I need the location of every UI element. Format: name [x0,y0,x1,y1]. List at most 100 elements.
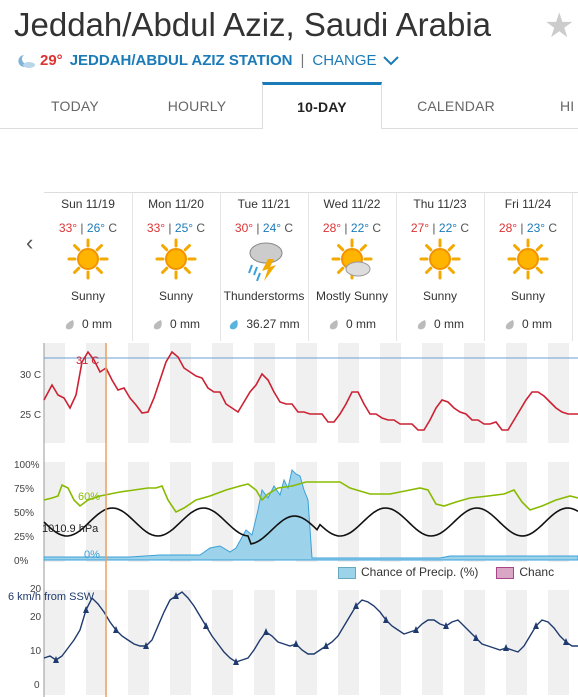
chart-legend: Chance of Precip. (%) Chanc [338,565,554,579]
sunny-icon [507,238,549,280]
previous-days-arrow-icon[interactable]: ‹ [26,230,34,255]
day-column[interactable]: Fri 11/24 28° | 23° C Sunny 0 mm [484,193,573,341]
tab-history[interactable]: HI [560,98,575,114]
chart-band [128,343,149,443]
day-temps: 33° | 26° C [44,221,132,235]
wind-direction-arrow-icon [53,656,59,663]
precip-value: 0 mm [170,317,200,331]
wind-direction-arrow-icon [233,658,239,665]
raindrop-icon [505,319,514,330]
day-label: Fri 11/24 [504,197,552,211]
precip-value: 0 mm [434,317,464,331]
separator: | [300,52,305,69]
low-temp: 22° [350,221,370,235]
temp-separator: | [344,221,348,235]
low-temp: 24° [262,221,282,235]
station-name[interactable]: JEDDAH/ABDUL AZIZ STATION [69,52,293,69]
mostly-sunny-icon [331,238,373,280]
change-location-link[interactable]: CHANGE [312,52,377,69]
chart-band [506,343,527,443]
tab-today[interactable]: TODAY [51,98,99,114]
day-column[interactable]: Thu 11/23 27° | 22° C Sunny 0 mm [396,193,485,341]
day-temps: 33° | 25° C [132,221,220,235]
favorite-star-icon[interactable]: ★ [544,7,575,45]
precip-amount: 0 mm [44,317,132,331]
high-temp: 33° [58,221,78,235]
pressure-marker-label: 1010.9 hPa [42,523,99,535]
sunny-icon [155,238,197,280]
chart-band [548,462,569,562]
chevron-down-icon[interactable] [382,55,399,66]
chart-band [464,462,485,562]
raindrop-icon [329,319,338,330]
other-legend-swatch [496,566,515,579]
chart-band [212,343,233,443]
wind-direction-arrow-icon [293,640,299,647]
wind-direction-arrow-icon [143,642,149,649]
precip-amount: 0 mm [484,317,572,331]
wind-direction-arrow-icon [473,634,479,641]
chart-band [128,590,149,695]
tab-hourly[interactable]: HOURLY [167,98,227,114]
chart-band [44,590,65,695]
tab-10-day[interactable]: 10-DAY [262,82,382,129]
precip-value: 0 mm [522,317,552,331]
chart-band [338,462,359,562]
day-column[interactable]: Mon 11/20 33° | 25° C Sunny 0 mm [132,193,221,341]
high-temp: 30° [234,221,254,235]
precip-legend-swatch [338,566,356,579]
wind-direction-arrow-icon [443,622,449,629]
chart-band [506,590,527,695]
wind-direction-arrow-icon [203,622,209,629]
chart-band [86,590,107,695]
temp-unit: C [196,221,206,235]
temp-tick: 25 C [20,410,41,421]
precip-value: 0 mm [346,317,376,331]
chart-band [548,590,569,695]
temp-unit: C [108,221,118,235]
wind-direction-arrow-icon [323,642,329,649]
low-temp: 25° [174,221,194,235]
humidity-line [43,481,578,514]
chart-band [212,462,233,562]
temp-unit: C [284,221,294,235]
chart-band [422,462,443,562]
tab-calendar[interactable]: CALENDAR [417,98,495,114]
wind-marker-label: 6 km/h from SSW [8,591,95,603]
chart-band [170,343,191,443]
day-column[interactable]: Wed 11/22 28° | 22° C Mostly Sunny 0 mm [308,193,397,341]
wind-direction-arrow-icon [263,628,269,635]
location-header: Jeddah/Abdul Aziz, Saudi Arabia ★ 29° JE… [0,0,578,129]
chart-band [506,462,527,562]
temp-tick: 30 C [20,370,41,381]
thunderstorm-icon [248,242,283,281]
percent-tick: 100% [14,460,40,471]
temp-unit: C [372,221,382,235]
chart-band [422,590,443,695]
raindrop-icon [153,319,162,330]
temp-separator: | [80,221,84,235]
day-column[interactable]: Tue 11/21 30° | 24° C Thunderstorms 36.27 m… [220,193,309,341]
condition-label: Sunny [510,289,546,303]
percent-tick: 25% [14,532,34,543]
day-label: Sun 11/19 [61,197,115,211]
high-temp: 28° [322,221,342,235]
day-label: Wed 11/22 [323,197,381,211]
wind-direction-arrow-icon [173,592,179,599]
wind-tick: 20 [30,612,42,623]
temp-unit: C [460,221,470,235]
precip-marker-label: 0% [84,549,100,561]
station-row: 29° JEDDAH/ABDUL AZIZ STATION | CHANGE [18,52,399,69]
raindrop-icon [230,319,239,330]
day-label: Mon 11/20 [148,197,204,211]
pressure-line [43,507,578,545]
raindrop-icon [65,319,74,330]
temp-separator: | [432,221,436,235]
wind-direction-arrow-icon [353,602,359,609]
chart-band [464,590,485,695]
day-temps: 27° | 22° C [396,221,484,235]
high-temp: 28° [498,221,518,235]
condition-label: Sunny [158,289,194,303]
day-column[interactable]: Sun 11/19 33° | 26° C Sunny 0 mm [44,193,133,341]
chart-band [380,590,401,695]
